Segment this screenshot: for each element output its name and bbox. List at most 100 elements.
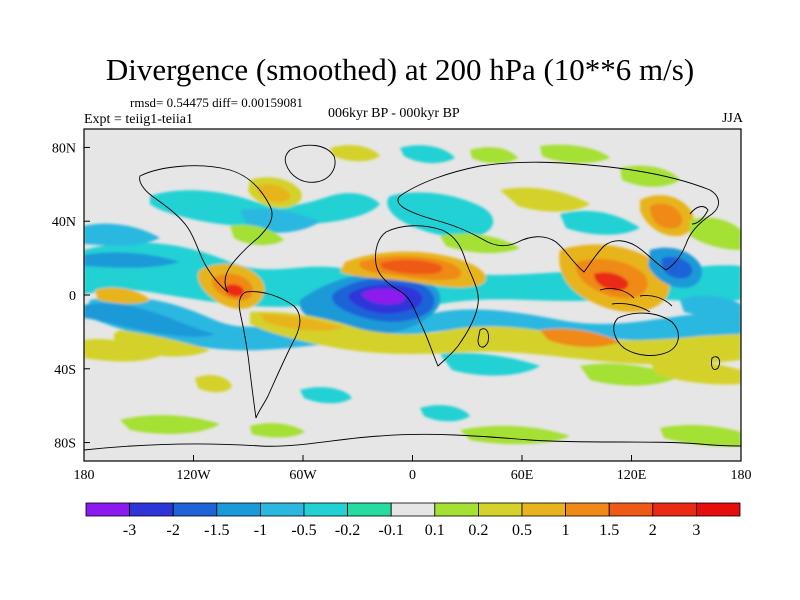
legend-swatch <box>390 502 436 517</box>
legend-level-label: 1 <box>562 522 570 539</box>
legend-level-label: 0.2 <box>468 522 488 539</box>
contour-region <box>250 311 741 365</box>
lat-tick-label: 80S <box>54 437 76 452</box>
coastline-antarctica <box>84 433 741 451</box>
stats-label: rmsd= 0.54475 diff= 0.00159081 <box>130 95 303 110</box>
contour-region <box>470 147 518 164</box>
legend-swatch <box>434 502 479 517</box>
contour-region <box>680 295 741 322</box>
coastline-south-america <box>238 291 301 419</box>
contour-region <box>440 352 540 376</box>
coastline-australia <box>613 312 679 356</box>
contour-region <box>540 144 610 164</box>
contour-region <box>650 203 683 229</box>
contour-field <box>84 144 741 451</box>
contour-region <box>361 288 406 305</box>
contour-region <box>84 303 215 337</box>
lon-tick-label: 180 <box>731 468 752 483</box>
legend-swatch <box>85 502 130 517</box>
coastline-newzealand <box>711 356 721 370</box>
contour-region <box>120 415 220 434</box>
legend-level-label: 0.1 <box>425 522 445 539</box>
contour-region <box>660 425 741 447</box>
latitude-axis: 80N 40N 0 40S 80S <box>52 141 90 452</box>
contour-region <box>84 252 180 268</box>
legend-swatch <box>696 502 741 517</box>
contour-region <box>95 287 150 304</box>
legend-swatch <box>652 502 697 517</box>
legend-level-label: -1 <box>254 522 267 539</box>
legend-boxes <box>85 502 741 517</box>
legend-level-label: 2 <box>649 522 657 539</box>
contour-region <box>330 145 380 162</box>
contour-region <box>560 210 640 235</box>
lat-tick-label: 40N <box>52 215 76 230</box>
contour-region <box>84 223 160 246</box>
legend-level-label: 1.5 <box>599 522 619 539</box>
period-label: 006kyr BP - 000kyr BP <box>328 106 460 121</box>
coastline-indonesia <box>599 287 673 313</box>
experiment-label: Expt = teiig1-teiia1 <box>84 112 193 127</box>
chart-title: Divergence (smoothed) at 200 hPa (10**6 … <box>105 52 695 87</box>
contour-region <box>195 375 232 393</box>
contour-region <box>440 233 520 254</box>
legend-swatch <box>347 502 392 517</box>
contour-region <box>84 338 160 362</box>
legend-swatch <box>172 502 218 517</box>
legend-swatch <box>521 502 566 517</box>
legend-level-label: -2 <box>167 522 180 539</box>
coastline-greenland <box>284 144 336 183</box>
contour-region <box>150 190 380 227</box>
legend-level-label: 0.5 <box>512 522 532 539</box>
contour-region <box>250 423 305 438</box>
contour-region <box>594 272 629 291</box>
lon-tick-label: 120W <box>176 468 211 483</box>
legend-labels: -3 -2 -1.5 -1 -0.5 -0.2 -0.1 0.1 0.2 0.5 1 1.5 2 3 <box>123 522 700 539</box>
contour-region <box>240 208 320 233</box>
coastline-africa <box>375 225 479 367</box>
lon-tick-label: 120E <box>617 468 647 483</box>
lon-tick-label: 60E <box>511 468 534 483</box>
contour-region <box>230 224 284 246</box>
contour-region <box>225 284 244 297</box>
legend-swatch <box>129 502 174 517</box>
lon-tick-label: 60W <box>289 468 317 483</box>
legend-level-label: -0.2 <box>335 522 360 539</box>
contour-region <box>460 425 570 445</box>
lon-tick-label: 0 <box>409 468 416 483</box>
legend-swatch <box>565 502 610 517</box>
season-label: JJA <box>721 111 743 126</box>
lat-tick-label: 40S <box>54 363 76 378</box>
contour-region <box>580 363 680 386</box>
legend-swatch <box>303 502 348 517</box>
contour-region <box>400 145 455 164</box>
coastlines <box>84 144 741 451</box>
contour-region <box>300 387 352 404</box>
legend-level-label: -1.5 <box>204 522 229 539</box>
contour-region <box>260 314 345 331</box>
contour-region <box>500 187 590 212</box>
lon-tick-label: 180 <box>74 468 95 483</box>
coastline-madagascar <box>477 328 489 348</box>
contour-region <box>661 256 693 279</box>
contour-region <box>420 405 470 422</box>
legend-swatch <box>259 502 305 517</box>
legend-level-label: -0.1 <box>379 522 404 539</box>
coastline-japan <box>689 206 709 225</box>
legend-level-label: 3 <box>692 522 700 539</box>
contour-region <box>540 328 620 348</box>
longitude-axis: 180 120W 60W 0 60E 120E 180 <box>74 455 752 483</box>
coastline-eurasia <box>397 161 719 273</box>
coastline-north-america <box>139 165 273 293</box>
legend-level-label: -0.5 <box>291 522 316 539</box>
legend-level-label: -3 <box>123 522 136 539</box>
contour-region <box>380 259 443 275</box>
legend-swatch <box>216 502 261 517</box>
contour-region <box>690 217 741 250</box>
lat-tick-label: 80N <box>52 141 76 156</box>
legend-swatch <box>477 502 523 517</box>
legend-swatch <box>608 502 654 517</box>
lat-tick-label: 0 <box>69 289 76 304</box>
